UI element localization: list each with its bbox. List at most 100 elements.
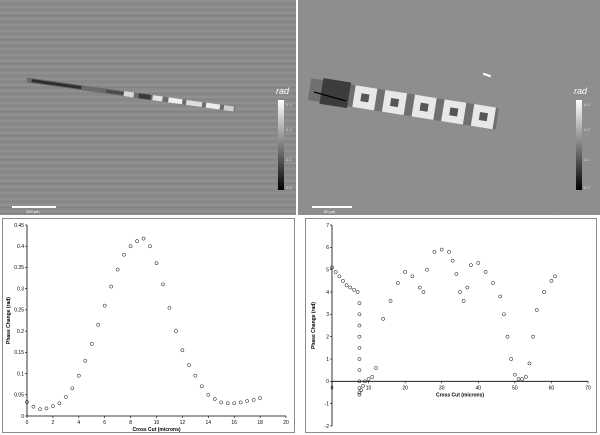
data-point	[25, 400, 29, 404]
fiber-track	[26, 77, 236, 112]
y-tick-label: 0.1	[17, 371, 24, 377]
data-point	[465, 285, 470, 290]
data-point	[395, 281, 400, 285]
colorbar-tick-left-2: 0.1	[286, 157, 292, 162]
data-point	[498, 294, 503, 299]
data-point	[357, 386, 362, 390]
data-point	[483, 270, 488, 274]
data-point	[115, 267, 120, 272]
y-tick-label: 0.45	[14, 223, 24, 229]
data-point	[516, 377, 521, 381]
data-point	[458, 290, 462, 294]
data-point	[232, 401, 237, 406]
chart-left-svg: 0 2 4 6 8 10 12 14 16 18 20 0 0.05 0.1 0.15 0.2 0.25 0.3 0…	[6, 223, 289, 432]
data-point	[523, 375, 528, 379]
x-tick-label: 2	[52, 420, 55, 426]
data-point	[491, 281, 495, 285]
data-point	[31, 404, 36, 409]
data-point	[70, 386, 75, 391]
data-point	[421, 290, 426, 294]
data-point	[193, 373, 198, 378]
y-tick-label: 7	[326, 223, 329, 229]
data-point	[57, 401, 62, 406]
x-tick-label: 10	[366, 385, 372, 391]
data-point	[245, 399, 249, 403]
fiber-track-right	[307, 78, 499, 130]
colorbar-unit-left: rad	[276, 86, 290, 96]
data-point	[502, 312, 506, 317]
phase-image-right-graphic	[298, 0, 600, 215]
data-point	[388, 299, 393, 303]
data-point	[38, 407, 42, 412]
data-point	[337, 274, 342, 279]
x-tick-label: 50	[512, 385, 518, 391]
data-point	[549, 278, 554, 283]
data-point	[363, 379, 367, 384]
colorbar-tick-left-0: 0.3	[286, 102, 292, 107]
y-tick-label: -1	[325, 401, 330, 407]
data-point	[461, 299, 466, 303]
data-point	[141, 236, 146, 241]
y-axis-label: Phase Change (rad)	[6, 297, 12, 344]
data-point	[44, 406, 49, 411]
y-tick-label: 0	[326, 379, 329, 385]
data-point	[225, 401, 230, 406]
x-tick-label: 40	[476, 385, 482, 391]
data-point	[348, 285, 353, 290]
x-tick-label: 16	[231, 420, 237, 426]
data-point	[454, 272, 459, 276]
data-point	[102, 303, 107, 308]
y-tick-label: 0	[21, 414, 24, 420]
x-tick-label: 20	[402, 385, 408, 391]
data-point	[219, 400, 224, 405]
data-point	[180, 348, 185, 353]
data-point	[148, 244, 152, 249]
data-point	[381, 316, 386, 321]
y-tick-label: 0.25	[14, 308, 24, 314]
y-tick-label: 6	[326, 245, 329, 251]
y-axis-label: Phase Change (rad)	[311, 302, 317, 349]
data-point	[187, 363, 191, 367]
data-point	[450, 258, 455, 263]
y-tick-label: 0.2	[17, 329, 24, 335]
data-point	[357, 379, 362, 384]
x-tick-label: 10	[154, 420, 160, 426]
y-tick-label: 4	[326, 290, 329, 296]
data-point	[527, 361, 532, 366]
data-point	[370, 375, 375, 379]
y-tick-label: 3	[326, 312, 329, 318]
data-point	[531, 334, 535, 339]
data-point	[357, 368, 362, 373]
y-tick-label: 2	[326, 334, 329, 340]
x-tick-label: 20	[283, 420, 289, 426]
x-tick-label: 70	[585, 385, 591, 391]
data-point	[359, 388, 364, 393]
y-tick-label: 0.4	[17, 244, 24, 250]
phase-image-left: rad 200 μm 0.3 0.2 0.1 0.0	[0, 0, 296, 215]
scale-bar-right	[312, 206, 352, 208]
data-point	[542, 290, 546, 294]
data-point	[51, 404, 55, 409]
data-point	[258, 396, 262, 401]
data-point	[357, 312, 362, 317]
data-point	[357, 390, 362, 395]
data-point	[505, 334, 510, 339]
data-point	[357, 323, 362, 328]
data-point	[206, 392, 211, 397]
x-tick-label: 30	[439, 385, 445, 391]
data-point	[403, 270, 407, 274]
data-point	[357, 345, 362, 350]
x-tick-label: 60	[549, 385, 555, 391]
chart-right-svg: 0 10 20 30 40 50 60 70 -2 -1 0 1 2 3 4 5 6 7 Cross Cut (mi…	[311, 223, 591, 430]
data-point	[167, 305, 172, 310]
phase-image-right: rad 50 μm 6.0 4.0 2.0 0.0	[298, 0, 600, 215]
scale-bar-left	[12, 206, 56, 208]
data-point	[534, 308, 539, 312]
y-tick-label: 0.05	[14, 393, 24, 399]
x-tick-label: 18	[257, 420, 263, 426]
data-point	[374, 366, 378, 370]
data-point	[89, 341, 94, 346]
chart-left: 0 2 4 6 8 10 12 14 16 18 20 0 0.05 0.1 0.15 0.2 0.25 0.3 0…	[2, 218, 295, 433]
colorbar-right	[576, 100, 582, 190]
y-tick-label: 5	[326, 267, 329, 273]
